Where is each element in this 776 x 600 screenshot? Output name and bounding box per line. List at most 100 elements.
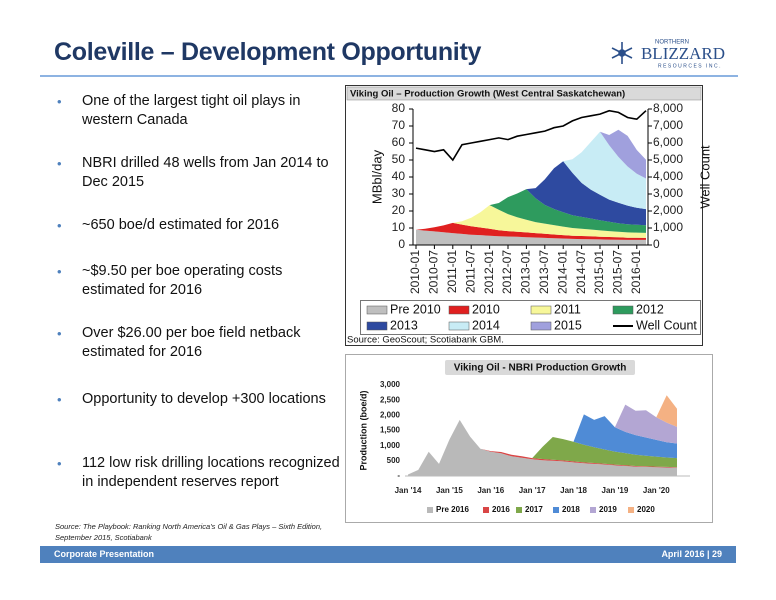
x-tick-label: 2012-07 <box>500 250 514 294</box>
bullet-dot: • <box>57 156 62 171</box>
legend-swatch <box>366 321 388 331</box>
y2-tick-label: 2,000 <box>653 203 683 217</box>
logo-top: NORTHERN <box>655 40 689 46</box>
bullet-dot: • <box>57 392 62 407</box>
chart-source: Source: GeoScout; Scotiabank GBM. <box>347 335 504 346</box>
y-tick-label: - <box>397 471 400 480</box>
y-tick-label: 80 <box>392 101 406 115</box>
y-tick-label: 20 <box>392 203 406 217</box>
x-tick-label: 2012-01 <box>482 250 496 294</box>
y2-tick-label: 8,000 <box>653 101 683 115</box>
x-tick-label: 2010-07 <box>427 250 441 294</box>
y2-tick-label: 7,000 <box>653 118 683 132</box>
bullet-dot: • <box>57 218 62 233</box>
y-tick-label: 0 <box>398 237 405 251</box>
bullet: • 112 low risk drilling locations recogni… <box>57 454 342 492</box>
line-series <box>415 109 647 162</box>
legend-swatch <box>612 305 634 315</box>
x-tick-label: Jan '19 <box>602 486 629 495</box>
x-tick-label: 2016-01 <box>629 250 643 294</box>
legend-swatch <box>483 507 489 513</box>
y-axis-label: Production (boe/d) <box>358 391 368 471</box>
bullet-text: Over $26.00 per boe field netback estima… <box>82 325 301 360</box>
area-series <box>416 229 646 245</box>
legend-label: 2014 <box>472 318 500 332</box>
y-tick-label: 1,500 <box>380 426 401 435</box>
x-tick-label: 2013-01 <box>519 250 533 294</box>
y2-tick-label: 3,000 <box>653 186 683 200</box>
bullet: • ~$9.50 per boe operating costs estimate… <box>57 262 342 300</box>
y-tick-label: 10 <box>392 220 406 234</box>
bullet: • NBRI drilled 48 wells from Jan 2014 to … <box>57 154 342 192</box>
bullet: • One of the largest tight oil plays in w… <box>57 92 342 130</box>
legend-swatch <box>448 305 470 315</box>
x-tick-label: 2011-01 <box>445 250 459 293</box>
x-tick-label: 2013-07 <box>537 250 551 294</box>
y-tick-label: 40 <box>392 169 406 183</box>
area-series <box>416 222 646 240</box>
chart2-title-bar <box>445 360 635 375</box>
x-tick-label: Jan '14 <box>395 486 422 495</box>
legend-label: Well Count <box>636 318 697 332</box>
y-tick-label: 60 <box>392 135 406 149</box>
legend-swatch <box>516 507 522 513</box>
bullet-dot: • <box>57 264 62 279</box>
y-tick-label: 1,000 <box>380 441 401 450</box>
bullet-dot: • <box>57 94 62 109</box>
y-tick-label: 500 <box>387 456 401 465</box>
legend-label: 2019 <box>599 505 617 514</box>
area-series <box>416 129 646 230</box>
chart1-title-bar <box>346 86 702 101</box>
slide-title: Coleville – Development Opportunity <box>54 38 482 66</box>
chart-title: Viking Oil – Production Growth (West Cen… <box>350 89 625 100</box>
bullet-text: Opportunity to develop +300 locations <box>82 391 326 407</box>
area-series <box>408 419 677 475</box>
x-tick-label: Jan '18 <box>560 486 587 495</box>
y-tick-label: 70 <box>392 118 406 132</box>
logo-main: BLIZZARD <box>641 44 725 63</box>
y-tick-label: 3,000 <box>380 380 401 389</box>
legend-swatch <box>590 507 596 513</box>
legend-swatch <box>530 321 552 331</box>
legend-label: Pre 2010 <box>390 302 441 316</box>
bullet-text: ~$9.50 per boe operating costs estimated… <box>82 263 283 298</box>
area-series <box>416 205 646 238</box>
bullet-text: One of the largest tight oil plays in we… <box>82 93 301 128</box>
x-tick-label: 2011-07 <box>463 250 477 293</box>
area-series <box>408 414 677 475</box>
area-series <box>416 161 646 230</box>
legend-label: 2017 <box>525 505 543 514</box>
y2-axis-label: Well Count <box>697 145 712 209</box>
legend-swatch <box>366 305 388 315</box>
footer-bar: Corporate Presentation April 2016 | 29 <box>40 546 736 563</box>
y2-tick-label: 1,000 <box>653 220 683 234</box>
bullet-dot: • <box>57 326 62 341</box>
area-series <box>408 419 677 476</box>
legend-label: 2015 <box>554 318 582 332</box>
area-series <box>416 189 646 233</box>
legend-label: Pre 2016 <box>436 505 469 514</box>
legend-label: 2013 <box>390 318 418 332</box>
legend-label: 2012 <box>636 302 664 316</box>
footer-left: Corporate Presentation <box>54 549 155 559</box>
x-tick-label: Jan '16 <box>477 486 504 495</box>
footer-right: April 2016 | 29 <box>661 549 722 559</box>
x-tick-label: 2014-07 <box>574 250 588 294</box>
y-tick-label: 2,000 <box>380 410 401 419</box>
y2-tick-label: 5,000 <box>653 152 683 166</box>
logo-sub: RESOURCES INC. <box>658 63 722 69</box>
x-tick-label: Jan '20 <box>643 486 670 495</box>
x-tick-label: Jan '15 <box>436 486 463 495</box>
legend-swatch <box>530 305 552 315</box>
y2-tick-label: 6,000 <box>653 135 683 149</box>
y2-tick-label: 4,000 <box>653 169 683 183</box>
legend-swatch <box>553 507 559 513</box>
x-tick-label: Jan '17 <box>519 486 546 495</box>
x-tick-label: 2015-07 <box>611 250 625 294</box>
bullet-text: 112 low risk drilling locations recogniz… <box>82 455 340 490</box>
bullet: • Over $26.00 per boe field netback estim… <box>57 324 342 362</box>
legend-swatch <box>628 507 634 513</box>
legend-swatch <box>448 321 470 331</box>
